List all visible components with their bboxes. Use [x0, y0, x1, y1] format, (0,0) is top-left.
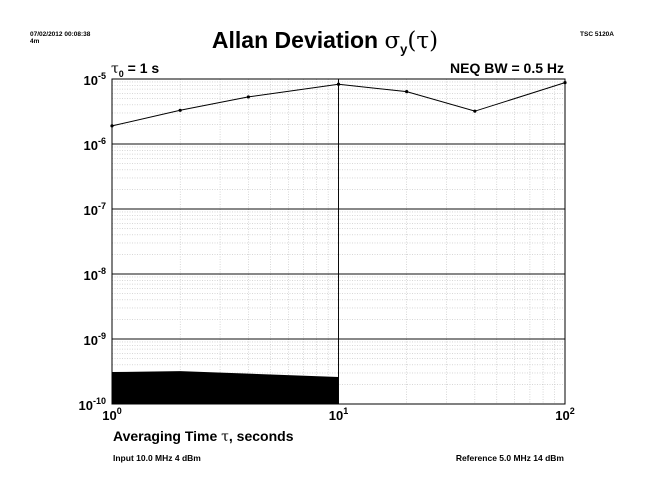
title-sigma: σ	[384, 28, 401, 54]
y-tick-label: 10-6	[84, 136, 106, 153]
data-point	[246, 95, 250, 99]
xlabel-tau: τ	[221, 429, 229, 445]
series-layer	[110, 81, 567, 128]
x-axis-label: Averaging Time τ, seconds	[113, 428, 294, 445]
xlabel-suffix: , seconds	[228, 428, 294, 444]
tau0-annotation: τ0 = 1 s	[111, 60, 159, 79]
device-id: TSC 5120A	[580, 31, 614, 38]
timestamp-date: 07/02/2012 00:08:38	[30, 31, 91, 38]
reference-info: Reference 5.0 MHz 14 dBm	[455, 453, 564, 463]
tau0-value: = 1 s	[123, 60, 160, 76]
title-prefix: Allan Deviation	[211, 27, 385, 53]
input-info: Input 10.0 MHz 4 dBm	[113, 453, 201, 463]
y-tick-label: 10-5	[84, 71, 106, 88]
data-point	[178, 108, 182, 112]
data-point	[405, 89, 409, 94]
noise-floor-area	[112, 371, 339, 404]
timestamp-duration: 4m	[30, 38, 40, 45]
neq-bw-annotation: NEQ BW = 0.5 Hz	[450, 60, 564, 76]
chart-title: Allan Deviation σy(τ)	[0, 27, 650, 57]
xlabel-prefix: Averaging Time	[113, 428, 222, 444]
x-tick-label: 101	[329, 406, 348, 423]
noise-floor	[112, 371, 339, 404]
grid	[111, 78, 566, 405]
tau0-subscript: 0	[118, 68, 124, 79]
data-point	[336, 82, 341, 86]
title-subscript: y	[400, 41, 408, 57]
data-point	[473, 109, 477, 113]
tau0-symbol: τ	[111, 61, 119, 77]
x-tick-label: 100	[102, 406, 121, 423]
plot-frame	[111, 78, 566, 405]
y-tick-label: 10-7	[84, 201, 106, 218]
x-tick-label: 102	[555, 406, 574, 423]
y-tick-label: 10-8	[84, 266, 106, 283]
y-tick-label: 10-10	[79, 396, 106, 413]
title-suffix: (τ)	[407, 28, 439, 54]
timestamp: 07/02/2012 00:08:38 4m	[30, 31, 90, 45]
y-tick-label: 10-9	[84, 331, 106, 348]
